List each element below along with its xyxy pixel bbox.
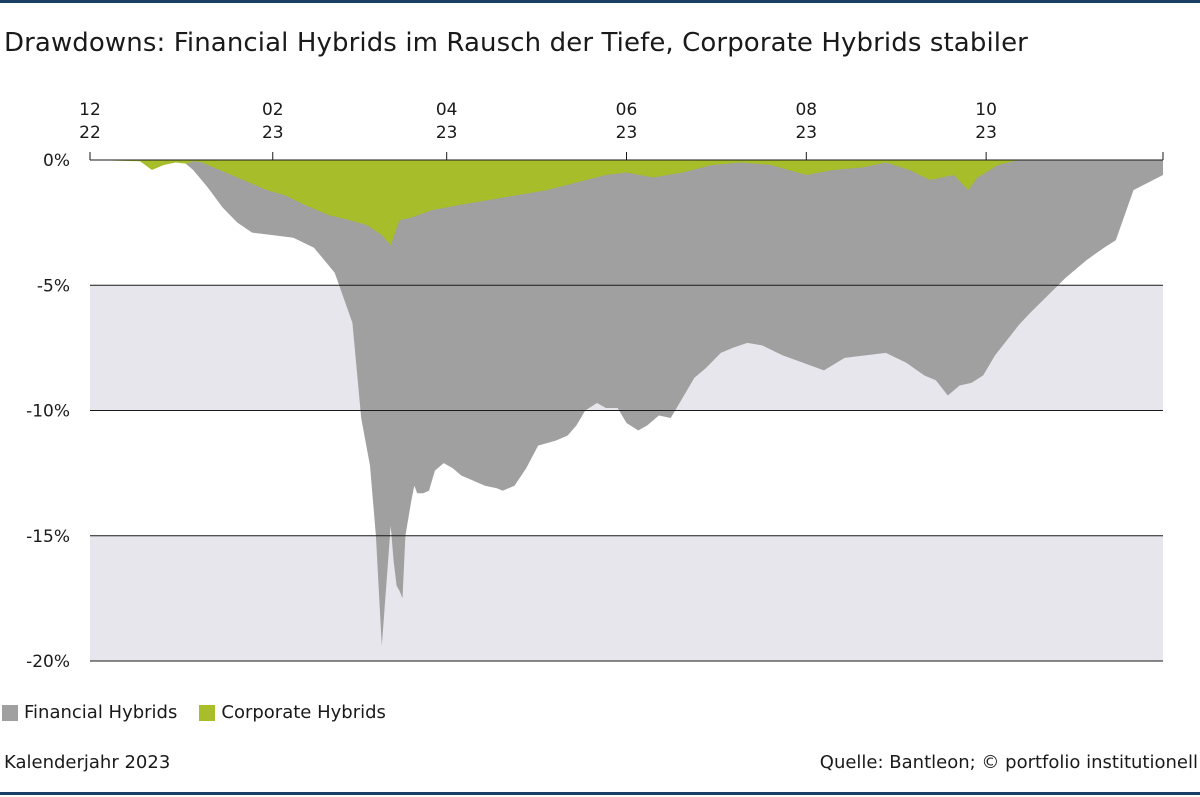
x-tick-label-month: 02 [262, 100, 284, 120]
x-tick-label-year: 22 [79, 123, 101, 143]
footer-period: Kalenderjahr 2023 [4, 752, 171, 773]
drawdown-chart: 12 22 02 23 04 23 06 23 08 23 10 23 0% -5% -10% -15% -2… [26, 100, 1164, 672]
footer-source: Quelle: Bantleon; © portfolio institutio… [819, 752, 1198, 773]
x-tick-label-month: 10 [975, 100, 997, 120]
y-band [90, 535, 1163, 661]
x-tick-label-year: 23 [616, 123, 638, 143]
legend-item-corporate: Corporate Hybrids [199, 702, 386, 723]
y-axis: 0% -5% -10% -15% -20% [26, 151, 70, 672]
legend-item-financial: Financial Hybrids [2, 702, 177, 723]
x-tick-label-month: 08 [795, 100, 817, 120]
legend-swatch-financial [2, 704, 18, 721]
x-tick-label-month: 06 [616, 100, 638, 120]
top-rule [0, 0, 1200, 3]
bottom-rule [0, 792, 1200, 795]
gridlines [90, 159, 1163, 662]
legend: Financial Hybrids Corporate Hybrids [2, 702, 408, 723]
area-corporate-hybrids [90, 160, 1163, 246]
x-tick-label-year: 23 [975, 123, 997, 143]
y-tick-label: -5% [37, 276, 70, 296]
x-tick-label-year: 23 [262, 123, 284, 143]
y-tick-label: -15% [26, 527, 70, 547]
y-tick-label: -20% [26, 652, 70, 672]
y-tick-label: -10% [26, 402, 70, 422]
chart-title: Drawdowns: Financial Hybrids im Rausch d… [4, 28, 1028, 58]
x-tick-label-month: 12 [79, 100, 101, 120]
legend-swatch-corporate [199, 704, 216, 721]
series-areas [90, 160, 1163, 646]
area-financial-hybrids [90, 160, 1163, 646]
legend-label-corporate: Corporate Hybrids [221, 702, 386, 723]
x-axis: 12 22 02 23 04 23 06 23 08 23 10 23 [79, 100, 1164, 160]
x-tick-label-year: 23 [436, 123, 458, 143]
x-tick-label-month: 04 [436, 100, 458, 120]
legend-label-financial: Financial Hybrids [24, 702, 178, 723]
y-tick-label: 0% [43, 151, 70, 171]
x-tick-label-year: 23 [795, 123, 817, 143]
